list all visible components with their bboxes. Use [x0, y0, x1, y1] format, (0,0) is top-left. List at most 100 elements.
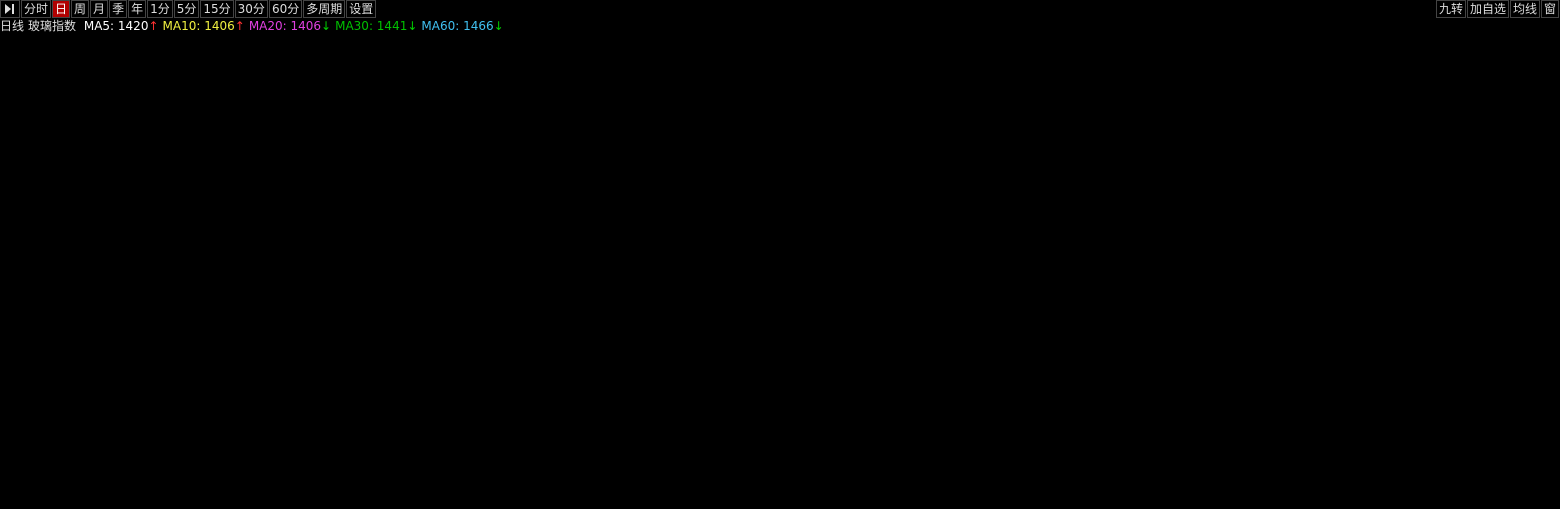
- candle-body: [616, 379, 625, 419]
- ma-line: [7, 91, 1545, 444]
- tool-button[interactable]: 加自选: [1466, 0, 1509, 18]
- candle-body: [760, 321, 769, 339]
- candle-body: [40, 194, 49, 213]
- candle-body: [280, 199, 289, 206]
- candle-body: [472, 299, 481, 311]
- candle-body: [1060, 369, 1069, 379]
- ma-line: [7, 144, 1545, 461]
- ma-line: [7, 162, 1545, 470]
- legend-arrow: ↓: [407, 19, 418, 33]
- ma-line: [7, 59, 1545, 405]
- candle-body: [652, 399, 661, 406]
- candle-body: [220, 169, 229, 186]
- candle-body: [964, 401, 973, 429]
- candle-body: [1528, 422, 1537, 438]
- period-button[interactable]: 1分: [147, 0, 173, 18]
- candle-body: [232, 158, 241, 174]
- candle-body: [724, 337, 733, 346]
- candle-body: [28, 187, 37, 206]
- legend-arrow: ↓: [493, 19, 504, 33]
- tool-button[interactable]: 九转: [1435, 0, 1466, 18]
- candle-body: [136, 197, 145, 211]
- candle-body: [1360, 436, 1369, 441]
- tool-button[interactable]: 窗: [1540, 0, 1559, 18]
- period-button[interactable]: 周: [71, 0, 90, 18]
- candle-body: [1384, 445, 1393, 456]
- candle-body: [496, 312, 505, 331]
- candle-body: [1096, 379, 1105, 389]
- candle-body: [940, 397, 949, 406]
- candle-body: [1036, 374, 1045, 386]
- min-label: 1342: [1436, 480, 1467, 494]
- chart-header: 日线 玻璃指数 MA5: 1420↑ MA10: 1406↑ MA20: 1406↓ M…: [0, 18, 508, 34]
- period-button[interactable]: 多周期: [303, 0, 346, 18]
- candle-body: [64, 179, 73, 196]
- candle-body: [1108, 377, 1117, 386]
- candle-body: [928, 392, 937, 401]
- tool-bar: 九转 加自选 均线窗: [1435, 0, 1560, 18]
- candle-body: [520, 341, 529, 353]
- candle-body: [604, 369, 613, 381]
- candle-body: [1240, 354, 1249, 361]
- candle-body: [904, 389, 913, 399]
- candle-body: [1516, 432, 1525, 441]
- candle-body: [736, 337, 745, 346]
- candle-body: [244, 150, 253, 162]
- period-button[interactable]: 年: [128, 0, 147, 18]
- candle-body: [460, 289, 469, 311]
- period-button[interactable]: 5分: [173, 0, 200, 18]
- candle-body: [1336, 407, 1345, 423]
- candle-body: [1132, 370, 1141, 383]
- toolbar: 分时日周月季年 1分 5分 15分 30分 60分 多周期 设置 九转 加自选 均线窗: [0, 0, 1560, 18]
- candle-body: [160, 204, 169, 213]
- candle-body: [1480, 439, 1489, 451]
- period-button[interactable]: 日: [52, 0, 71, 18]
- period-button[interactable]: 分时: [21, 0, 52, 18]
- candle-body: [1408, 464, 1417, 476]
- candle-body: [172, 194, 181, 209]
- candle-body: [1156, 369, 1165, 381]
- candle-body: [1000, 401, 1009, 423]
- candle-body: [88, 184, 97, 206]
- candle-body: [400, 269, 409, 281]
- candle-body: [568, 339, 577, 353]
- candle-body: [772, 314, 781, 329]
- candle-body: [340, 229, 349, 246]
- tool-button[interactable]: 均线: [1509, 0, 1540, 18]
- candle-body: [1204, 369, 1213, 379]
- candle-body: [76, 192, 85, 211]
- period-button[interactable]: 月: [90, 0, 109, 18]
- candle-body: [1144, 364, 1153, 373]
- legend-label: MA60: 1466: [421, 19, 494, 33]
- candle-body: [436, 257, 445, 276]
- period-button[interactable]: 15分: [200, 0, 234, 18]
- ma-line: [7, 74, 1545, 421]
- candle-body: [1084, 381, 1093, 389]
- play-icon[interactable]: [0, 0, 20, 18]
- period-button[interactable]: 60分: [268, 0, 303, 18]
- candle-body: [1492, 442, 1501, 451]
- period-button[interactable]: 季: [109, 0, 128, 18]
- candle-body: [292, 204, 301, 251]
- candle-body: [868, 392, 877, 411]
- period-button[interactable]: 设置: [346, 0, 377, 18]
- candle-body: [424, 259, 433, 269]
- candle-body: [700, 364, 709, 376]
- candle-body: [1024, 384, 1033, 396]
- legend-arrow: ↑: [234, 19, 245, 33]
- candle-body: [796, 324, 805, 333]
- legend-label: MA10: 1406: [162, 19, 235, 33]
- candle-body: [100, 174, 109, 191]
- candle-body: [916, 392, 925, 401]
- period-button[interactable]: 30分: [234, 0, 268, 18]
- legend-label: MA30: 1441: [335, 19, 408, 33]
- candle-body: [148, 194, 157, 211]
- candle-body: [1288, 384, 1297, 391]
- candle-body: [1276, 367, 1285, 386]
- candle-body: [1048, 364, 1057, 373]
- candle-body: [1456, 439, 1465, 461]
- candle-body: [1120, 382, 1129, 391]
- candle-body: [820, 331, 829, 353]
- candle-body: [1372, 439, 1381, 453]
